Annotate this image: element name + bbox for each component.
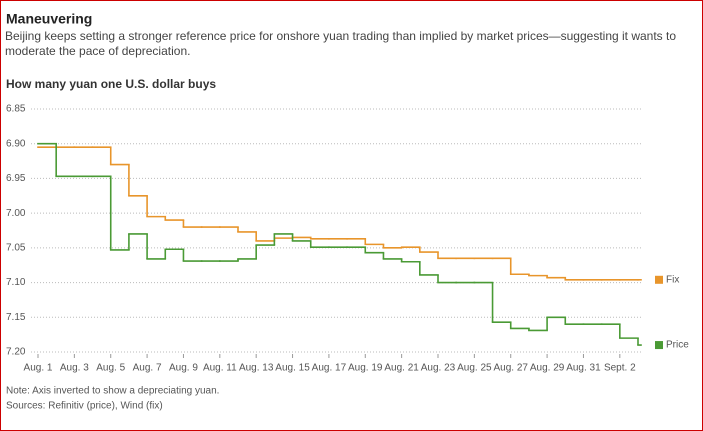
y-tick-label: 7.15 bbox=[6, 312, 26, 323]
chart-subtitle: Beijing keeps setting a stronger referen… bbox=[5, 29, 677, 58]
x-tick-label: Aug. 17 bbox=[312, 363, 347, 374]
x-tick-label: Aug. 9 bbox=[169, 363, 198, 374]
x-tick-label: Aug. 29 bbox=[530, 363, 565, 374]
x-tick-label: Aug. 21 bbox=[384, 363, 419, 374]
x-tick-label: Aug. 23 bbox=[421, 363, 456, 374]
subtitle-box: Beijing keeps setting a stronger referen… bbox=[5, 29, 677, 58]
y-tick-label: 7.00 bbox=[6, 208, 26, 219]
x-tick-label: Aug. 25 bbox=[457, 363, 492, 374]
y-tick-label: 7.05 bbox=[6, 242, 26, 253]
x-tick-label: Aug. 11 bbox=[203, 363, 237, 374]
y-tick-label: 7.20 bbox=[6, 347, 26, 358]
legend-swatch bbox=[655, 341, 663, 350]
y-axis-title: How many yuan one U.S. dollar buys bbox=[6, 77, 216, 91]
y-tick-label: 6.95 bbox=[6, 173, 26, 184]
chart-title: Maneuvering bbox=[6, 11, 92, 27]
x-tick-label: Aug. 1 bbox=[24, 363, 53, 374]
y-tick-label: 6.90 bbox=[6, 138, 26, 149]
legend-label: Fix bbox=[666, 274, 679, 285]
x-tick-label: Aug. 31 bbox=[566, 363, 601, 374]
x-tick-label: Sept. 2 bbox=[604, 363, 636, 374]
y-tick-label: 7.10 bbox=[6, 277, 26, 288]
note: Sources: Refinitiv (price), Wind (fix) bbox=[6, 401, 163, 412]
x-tick-label: Aug. 15 bbox=[275, 363, 310, 374]
x-tick-label: Aug. 13 bbox=[239, 363, 274, 374]
x-tick-label: Aug. 3 bbox=[60, 363, 89, 374]
legend-label: Price bbox=[666, 340, 689, 351]
legend-swatch bbox=[655, 275, 663, 284]
x-tick-label: Aug. 27 bbox=[493, 363, 528, 374]
x-tick-label: Aug. 19 bbox=[348, 363, 383, 374]
y-tick-label: 6.85 bbox=[6, 104, 26, 115]
note: Note: Axis inverted to show a depreciati… bbox=[6, 386, 219, 397]
x-tick-label: Aug. 5 bbox=[96, 363, 125, 374]
x-tick-label: Aug. 7 bbox=[133, 363, 162, 374]
